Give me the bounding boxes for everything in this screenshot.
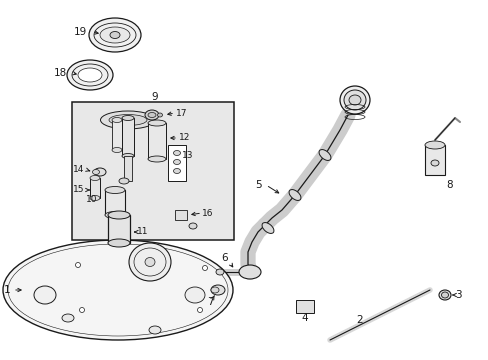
- Ellipse shape: [3, 240, 232, 340]
- Ellipse shape: [157, 113, 162, 117]
- Bar: [72, 102, 234, 240]
- Text: 3: 3: [454, 290, 460, 300]
- Ellipse shape: [80, 307, 84, 312]
- Ellipse shape: [441, 292, 447, 298]
- Text: 13: 13: [182, 150, 193, 159]
- Ellipse shape: [105, 211, 125, 219]
- Ellipse shape: [112, 148, 122, 153]
- Bar: [108, 215, 130, 243]
- Ellipse shape: [122, 153, 134, 158]
- Ellipse shape: [216, 269, 224, 275]
- Bar: [90, 178, 100, 198]
- Ellipse shape: [184, 287, 204, 303]
- Ellipse shape: [94, 168, 106, 176]
- Bar: [122, 118, 134, 156]
- Bar: [175, 210, 186, 220]
- Ellipse shape: [173, 159, 180, 165]
- Text: 9: 9: [151, 92, 158, 102]
- Text: 19: 19: [73, 27, 86, 37]
- Ellipse shape: [262, 222, 273, 233]
- Bar: [295, 300, 313, 313]
- Bar: [112, 120, 122, 150]
- Ellipse shape: [89, 18, 141, 52]
- Text: 2: 2: [356, 315, 363, 325]
- Ellipse shape: [173, 168, 180, 174]
- Bar: [148, 123, 165, 159]
- Ellipse shape: [119, 178, 129, 184]
- Text: 14: 14: [73, 166, 84, 175]
- Ellipse shape: [78, 68, 102, 82]
- Ellipse shape: [145, 257, 155, 266]
- Ellipse shape: [105, 186, 125, 194]
- Text: 8: 8: [446, 180, 452, 190]
- Ellipse shape: [210, 287, 219, 293]
- Bar: [105, 190, 125, 215]
- Text: 16: 16: [202, 208, 213, 217]
- Ellipse shape: [210, 285, 224, 295]
- Ellipse shape: [148, 156, 165, 162]
- Ellipse shape: [339, 86, 369, 114]
- Ellipse shape: [318, 149, 330, 161]
- Ellipse shape: [112, 117, 122, 122]
- Ellipse shape: [90, 175, 100, 180]
- Text: 18: 18: [53, 68, 66, 78]
- Text: 4: 4: [301, 313, 307, 323]
- Ellipse shape: [122, 116, 134, 121]
- Text: 6: 6: [221, 253, 228, 263]
- Ellipse shape: [149, 326, 161, 334]
- Ellipse shape: [202, 266, 207, 270]
- Ellipse shape: [145, 110, 159, 120]
- Bar: [124, 156, 132, 181]
- Text: 5: 5: [254, 180, 261, 190]
- Text: 10: 10: [85, 195, 97, 204]
- Text: 11: 11: [137, 228, 148, 237]
- Ellipse shape: [92, 170, 99, 175]
- Ellipse shape: [67, 60, 113, 90]
- Ellipse shape: [189, 223, 197, 229]
- Text: 17: 17: [176, 108, 187, 117]
- Text: 7: 7: [206, 297, 213, 307]
- Ellipse shape: [90, 195, 100, 201]
- Ellipse shape: [239, 265, 261, 279]
- Ellipse shape: [343, 90, 365, 110]
- Text: 15: 15: [73, 185, 84, 194]
- Ellipse shape: [109, 114, 147, 126]
- Text: 12: 12: [179, 134, 190, 143]
- Ellipse shape: [75, 262, 81, 267]
- Ellipse shape: [173, 150, 180, 156]
- Ellipse shape: [100, 27, 130, 43]
- Ellipse shape: [148, 120, 165, 126]
- Ellipse shape: [288, 190, 300, 201]
- Ellipse shape: [108, 239, 130, 247]
- Bar: [424, 145, 444, 175]
- Ellipse shape: [108, 211, 130, 219]
- Ellipse shape: [34, 286, 56, 304]
- Ellipse shape: [129, 243, 171, 281]
- Ellipse shape: [430, 160, 438, 166]
- Ellipse shape: [348, 95, 360, 105]
- Text: 1: 1: [4, 285, 10, 295]
- Ellipse shape: [424, 141, 444, 149]
- Ellipse shape: [62, 314, 74, 322]
- Ellipse shape: [438, 290, 450, 300]
- Ellipse shape: [101, 111, 155, 129]
- Ellipse shape: [110, 31, 120, 39]
- Bar: [168, 145, 185, 181]
- Ellipse shape: [148, 112, 156, 117]
- Ellipse shape: [197, 307, 202, 312]
